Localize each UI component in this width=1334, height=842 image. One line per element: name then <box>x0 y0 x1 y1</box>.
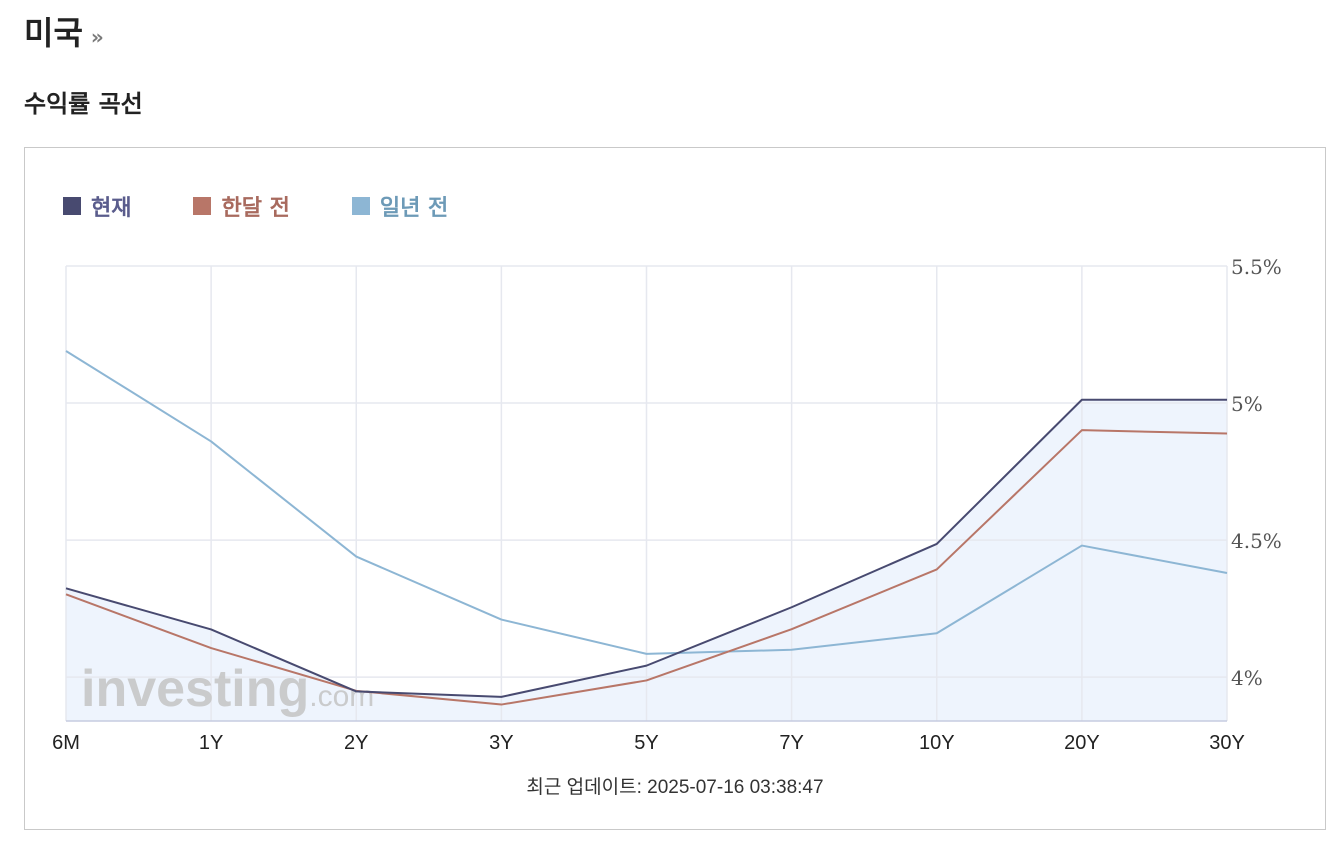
x-tick-label: 5Y <box>634 732 658 754</box>
more-arrow-icon[interactable]: » <box>90 25 104 49</box>
legend-item-year-ago[interactable]: 일년 전 <box>351 190 449 222</box>
legend-label-month-ago: 한달 전 <box>221 196 290 221</box>
legend-swatch-year-ago <box>351 197 370 215</box>
last-update-text: 최근 업데이트: 2025-07-16 03:38:47 <box>526 777 824 798</box>
legend-swatch-current <box>63 197 81 215</box>
x-tick-label: 7Y <box>779 732 803 754</box>
investing-watermark-logo: investing.com <box>81 660 374 718</box>
x-tick-label: 20Y <box>1064 732 1100 754</box>
yield-curve-panel: 5.5% 5% 4.5% 4% investing.com 6M 1Y 2Y 3Y 5Y 7Y 10Y… <box>24 147 1326 830</box>
legend-label-year-ago: 일년 전 <box>379 196 449 221</box>
y-tick-label: 5.5% <box>1231 255 1282 279</box>
x-tick-label: 3Y <box>489 732 513 754</box>
x-tick-label: 1Y <box>199 732 223 754</box>
x-tick-label: 2Y <box>344 732 368 754</box>
legend-label-current: 현재 <box>91 196 132 221</box>
x-tick-label: 6M <box>52 732 80 754</box>
y-tick-label: 4.5% <box>1231 529 1282 553</box>
y-tick-label: 4% <box>1231 666 1263 690</box>
legend-item-month-ago[interactable]: 한달 전 <box>193 190 290 222</box>
page-heading: 미국 » <box>24 8 104 54</box>
x-tick-label: 30Y <box>1209 732 1245 754</box>
chart-legend: 현재 한달 전 일년 전 <box>63 190 510 222</box>
x-tick-label: 10Y <box>919 732 955 754</box>
legend-item-current[interactable]: 현재 <box>63 190 131 222</box>
y-tick-label: 5% <box>1231 392 1263 416</box>
page-title: 미국 <box>24 14 83 52</box>
section-title: 수익률 곡선 <box>24 90 143 118</box>
legend-swatch-month-ago <box>193 197 212 215</box>
